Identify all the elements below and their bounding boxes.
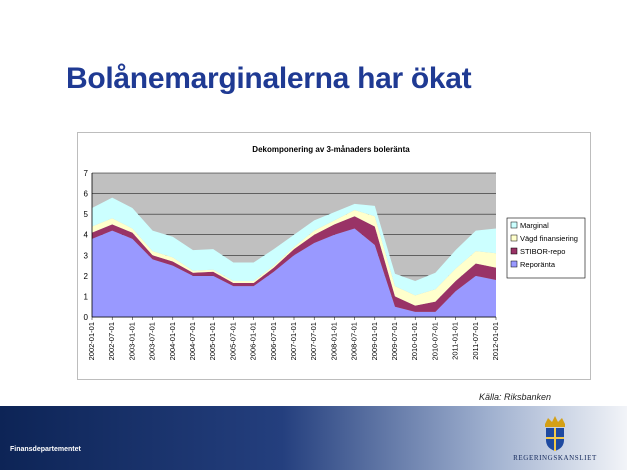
x-tick-label: 2006-01-01 <box>249 322 258 360</box>
legend-label-0: Reporänta <box>520 260 556 269</box>
series-area-3 <box>92 197 496 296</box>
x-tick-label: 2005-01-01 <box>208 322 217 360</box>
x-tick-label: 2011-07-01 <box>471 322 480 360</box>
y-tick-label: 6 <box>84 190 89 199</box>
x-tick-label: 2010-07-01 <box>430 322 439 360</box>
legend-label-3: Marginal <box>520 221 549 230</box>
legend-label-2: Vägd finansiering <box>520 234 578 243</box>
footer-band <box>0 406 627 470</box>
x-tick-label: 2004-07-01 <box>188 322 197 360</box>
y-tick-label: 3 <box>84 251 89 260</box>
x-tick-label: 2008-01-01 <box>329 322 338 360</box>
source-note: Källa: Riksbanken <box>479 392 552 402</box>
x-tick-label: 2010-01-01 <box>410 322 419 360</box>
x-tick-label: 2003-07-01 <box>148 322 157 360</box>
x-tick-label: 2008-07-01 <box>350 322 359 360</box>
legend-swatch-1 <box>510 247 518 255</box>
stacked-area-chart: Dekomponering av 3-månaders boleränta 0 1… <box>84 145 586 360</box>
legend-swatch-0 <box>510 260 518 268</box>
y-tick-label: 7 <box>84 169 89 178</box>
legend-swatch-3 <box>510 221 518 229</box>
x-tick-label: 2003-01-01 <box>127 322 136 360</box>
y-tick-label: 5 <box>84 210 89 219</box>
x-tick-label: 2006-07-01 <box>269 322 278 360</box>
x-tick-label: 2004-01-01 <box>168 322 177 360</box>
x-tick-label: 2005-07-01 <box>228 322 237 360</box>
y-tick-label: 2 <box>84 272 89 281</box>
legend-label-1: STIBOR-repo <box>520 247 565 256</box>
legend-swatch-2 <box>510 234 518 242</box>
series-area-1 <box>92 216 496 312</box>
x-tick-label: 2009-01-01 <box>370 322 379 360</box>
plot-area: 0 1 2 3 4 5 6 7 2002-01-01 2002-07-01 2003-01-01 20… <box>84 169 500 360</box>
x-tick-label: 2002-01-01 <box>87 322 96 360</box>
x-tick-label: 2009-07-01 <box>390 322 399 360</box>
y-tick-label: 4 <box>84 231 89 240</box>
series-area-2 <box>92 210 496 306</box>
chart-frame: Dekomponering av 3-månaders boleränta 0 1… <box>77 132 591 380</box>
y-tick-label: 1 <box>84 292 89 301</box>
legend-box <box>506 217 586 279</box>
y-tick-label: 0 <box>84 313 89 322</box>
legend: Marginal Vägd finansiering STIBOR-repo Repo… <box>506 217 586 279</box>
regeringskansliet-logo: REGERINGSKANSLIET <box>500 414 610 466</box>
x-tick-label: 2012-01-01 <box>491 322 500 360</box>
chart-title: Dekomponering av 3-månaders boleränta <box>252 145 410 154</box>
slide-title: Bolånemarginalerna har ökat <box>66 62 472 95</box>
series-area-0 <box>92 228 496 317</box>
x-tick-label: 2007-07-01 <box>309 322 318 360</box>
crown-shield-icon <box>545 416 565 451</box>
x-tick-label: 2002-07-01 <box>107 322 116 360</box>
x-tick-label: 2007-01-01 <box>289 322 298 360</box>
x-tick-label: 2011-01-01 <box>451 322 460 360</box>
logo-text: REGERINGSKANSLIET <box>513 454 597 462</box>
footer-department: Finansdepartementet <box>10 446 81 453</box>
